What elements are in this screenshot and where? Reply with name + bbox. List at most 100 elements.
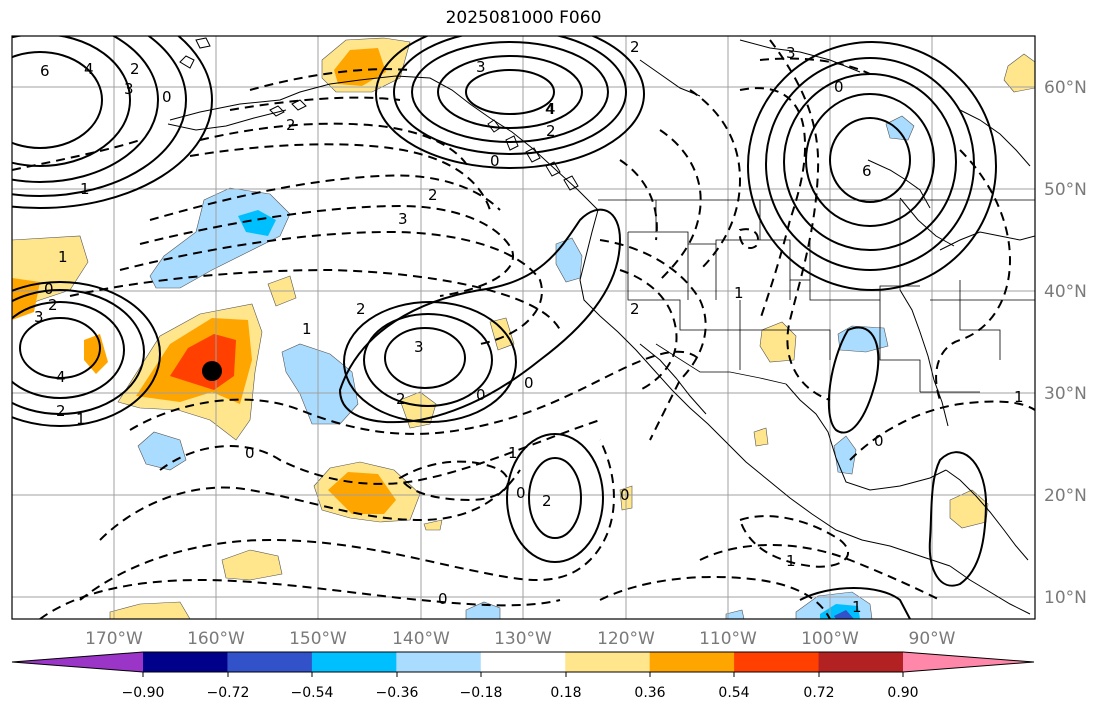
- contour-label: 4: [546, 100, 556, 118]
- contour-label: 2: [546, 122, 556, 140]
- contour-label: 2: [396, 390, 406, 408]
- latitude-labels: 60°N 50°N 40°N 30°N 20°N 10°N: [1044, 78, 1087, 608]
- contour-line: [12, 281, 161, 427]
- lon-label: 120°W: [597, 629, 655, 649]
- colorbar-tick-label: 0.36: [634, 685, 665, 701]
- colorbar-segment: [480, 652, 566, 672]
- lat-label: 50°N: [1044, 180, 1087, 200]
- colorbar-segment: [311, 652, 397, 672]
- longitude-labels: 170°W 160°W 150°W 140°W 130°W 120°W 110°…: [85, 629, 956, 649]
- contour-labels: 6 4 3 0 2 3 4 2 0 2 3 2 1 0 2 1 3 4 2 1 …: [34, 38, 1024, 616]
- colorbar-extend-high: [903, 652, 1034, 672]
- colorbar-tick-label: 0.18: [550, 685, 581, 701]
- contour-label: 4: [84, 60, 94, 78]
- contour-line: [12, 36, 131, 167]
- contour-line: [19, 317, 101, 379]
- contour-label: 2: [542, 492, 552, 510]
- contour-line: [79, 439, 615, 601]
- colorbar-ticks: [142, 672, 904, 677]
- colorbar-segment: [649, 652, 735, 672]
- contour-line: [12, 51, 103, 149]
- contour-line: [363, 313, 493, 407]
- warm-anomaly-patch: [328, 472, 396, 514]
- contour-label: 2: [130, 60, 140, 78]
- contour-label: 0: [874, 432, 884, 450]
- contour-line: [338, 208, 622, 424]
- contour-label: 0: [524, 374, 534, 392]
- contour-line: [659, 129, 702, 281]
- lon-label: 130°W: [494, 629, 552, 649]
- colorbar-tick-label: −0.54: [291, 685, 334, 701]
- contour-label: 0: [162, 88, 172, 106]
- contour-label: 2: [630, 300, 640, 318]
- map-title: 2025081000 F060: [445, 8, 602, 28]
- colorbar-segment: [734, 652, 820, 672]
- contour-line: [393, 36, 627, 155]
- contour-label: 2: [286, 116, 296, 134]
- contour-line: [384, 327, 466, 389]
- warm-anomaly-patch: [221, 549, 283, 581]
- map-frame: [11, 35, 1036, 620]
- location-marker: [202, 361, 222, 381]
- contour-label: 0: [44, 280, 54, 298]
- contour-label: 2: [630, 38, 640, 56]
- contour-label: 0: [834, 78, 844, 96]
- contour-label: 6: [40, 62, 50, 80]
- contour-line: [619, 159, 658, 241]
- lon-label: 160°W: [187, 629, 245, 649]
- colorbar-segment: [396, 652, 482, 672]
- map-panel: 6 4 3 0 2 3 4 2 0 2 3 2 1 0 2 1 3 4 2 1 …: [12, 36, 1035, 619]
- lat-label: 60°N: [1044, 78, 1087, 98]
- colorbar-tick-labels: −0.90 −0.72 −0.54 −0.36 −0.18 0.18 0.36 …: [122, 685, 919, 701]
- contour-line: [765, 57, 975, 271]
- contour-label: 1: [76, 410, 86, 428]
- contour-label: 1: [508, 444, 518, 462]
- contour-label: 2: [48, 296, 58, 314]
- contour-label: 1: [786, 552, 796, 570]
- lon-label: 170°W: [85, 629, 143, 649]
- contour-line: [599, 575, 831, 619]
- colorbar-tick-label: −0.18: [460, 685, 503, 701]
- contour-line: [738, 228, 759, 249]
- contour-label: 1: [1014, 388, 1024, 406]
- contour-label: 2: [356, 300, 366, 318]
- contour-label: 1: [734, 284, 744, 302]
- cool-anomaly-patch: [837, 325, 889, 353]
- contour-label: 1: [852, 598, 862, 616]
- contour-label: 2: [428, 186, 438, 204]
- contour-line: [129, 350, 701, 435]
- cool-anomaly-patch: [833, 435, 857, 475]
- contour-line: [739, 87, 807, 321]
- colorbar-tick-label: 0.72: [803, 685, 834, 701]
- contour-label: 0: [516, 484, 526, 502]
- warm-anomaly-patch: [423, 519, 443, 531]
- contour-line: [249, 68, 411, 91]
- warm-anomaly-patch: [1003, 53, 1035, 93]
- contour-label: 0: [490, 152, 500, 170]
- cool-anomaly-patch: [238, 210, 276, 236]
- contour-label: 6: [862, 162, 872, 180]
- contour-label: 0: [620, 486, 630, 504]
- contour-label: 4: [56, 368, 66, 386]
- colorbar-tick-label: −0.36: [376, 685, 419, 701]
- contour-line: [411, 41, 609, 143]
- contour-line: [619, 269, 678, 391]
- contour-label: 3: [786, 44, 796, 62]
- contour-line: [928, 451, 988, 587]
- contour-line: [139, 204, 515, 297]
- contour-line: [528, 457, 582, 539]
- contour-line: [829, 117, 911, 203]
- contour-label: 1: [58, 248, 68, 266]
- contour-line: [119, 230, 543, 345]
- colorbar-tick-label: −0.72: [207, 685, 250, 701]
- contour-line: [506, 433, 604, 563]
- solid-contours: [12, 36, 997, 619]
- contour-label: 0: [438, 590, 448, 608]
- contour-line: [769, 39, 831, 401]
- shaded-anomalies: [12, 37, 1035, 619]
- colorbar-tick-label: −0.90: [122, 685, 165, 701]
- contour-line: [465, 69, 555, 115]
- contour-line: [12, 289, 145, 415]
- lat-lon-grid: [12, 36, 1035, 619]
